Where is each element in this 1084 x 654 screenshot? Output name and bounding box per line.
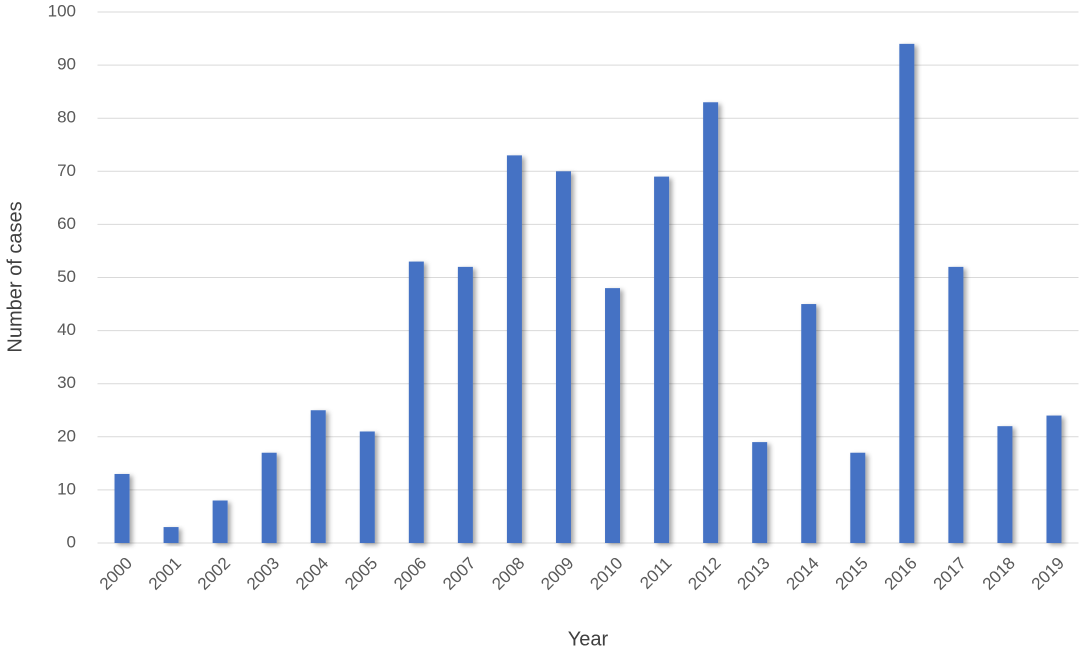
bar [605,288,621,543]
bar [359,431,375,543]
bar [163,527,179,543]
y-tick-label: 0 [67,532,76,551]
bar [212,500,228,543]
bar [850,452,866,543]
y-tick-label: 100 [48,1,76,20]
y-tick-label: 60 [57,214,76,233]
x-tick-label: 2002 [194,554,234,594]
bar [654,176,670,544]
bar [506,155,522,543]
y-tick-label: 40 [57,320,76,339]
x-tick-label: 2013 [733,554,773,594]
bar [703,102,719,544]
x-tick-label: 2015 [832,554,872,594]
y-axis-title: Number of cases [4,201,26,352]
x-tick-label: 2014 [783,554,823,594]
bar [261,452,277,543]
bar [899,43,915,544]
y-tick-label: 50 [57,267,76,286]
x-tick-label: 2008 [488,554,528,594]
bar [408,261,424,543]
y-tick-label: 70 [57,161,76,180]
x-tick-label: 2009 [537,554,577,594]
x-tick-label: 2010 [586,554,626,594]
x-tick-label: 2007 [439,554,479,594]
x-tick-label: 2000 [96,554,136,594]
x-tick-label: 2006 [390,554,430,594]
x-tick-label: 2003 [243,554,283,594]
y-tick-label: 90 [57,55,76,74]
bar [752,442,768,543]
bar [801,304,817,543]
y-tick-label: 20 [57,426,76,445]
x-tick-label: 2005 [341,554,381,594]
x-tick-label: 2004 [292,554,332,594]
x-tick-label: 2001 [145,554,185,594]
x-tick-label: 2011 [636,554,675,593]
bar [997,426,1013,543]
x-tick-label: 2016 [881,554,921,594]
bar [1046,415,1062,543]
bar [114,473,130,543]
x-tick-label: 2012 [684,554,724,594]
x-tick-label: 2017 [930,554,970,594]
bar [555,171,571,544]
x-tick-label: 2018 [979,554,1019,594]
y-tick-label: 10 [57,479,76,498]
x-axis-title: Year [568,628,609,650]
bar [948,266,964,543]
bar [457,266,473,543]
x-tick-label: 2019 [1028,554,1068,594]
bar [310,410,326,543]
y-tick-label: 80 [57,108,76,127]
y-tick-label: 30 [57,373,76,392]
